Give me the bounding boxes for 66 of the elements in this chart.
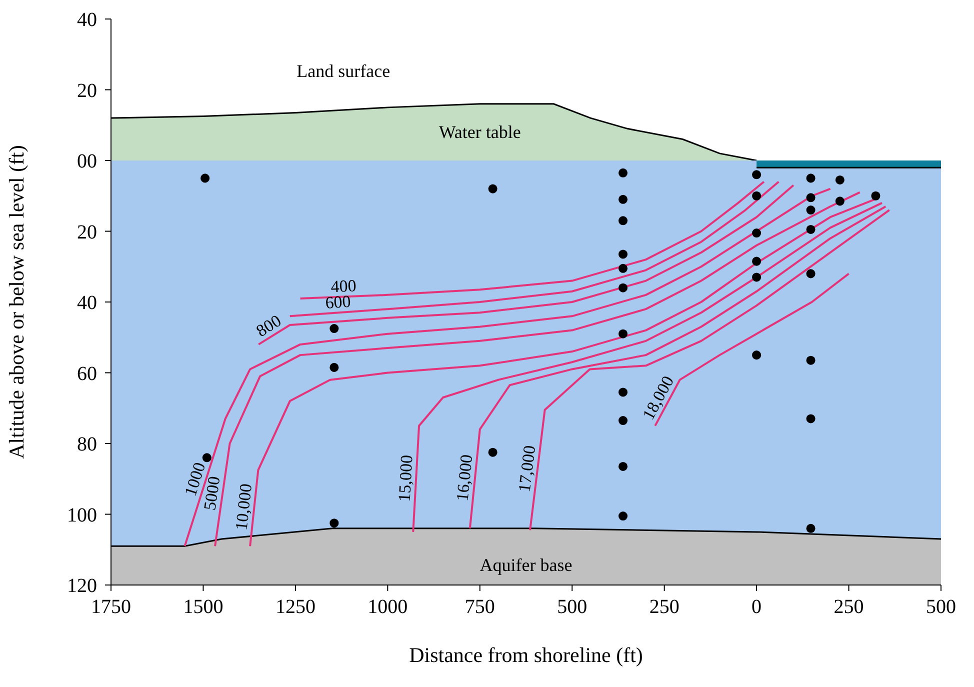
- point: [835, 196, 844, 206]
- point: [330, 362, 339, 372]
- text: 800: [252, 311, 285, 341]
- series-label: Water table: [438, 122, 521, 142]
- point: [618, 329, 628, 338]
- point: [806, 193, 816, 202]
- point: [618, 388, 628, 397]
- text: 17,000: [514, 444, 540, 494]
- y-tick-label: 00: [77, 150, 97, 173]
- x-tick-label: 250: [649, 596, 680, 618]
- band-label: Aquifer base: [480, 555, 572, 575]
- point: [618, 250, 628, 259]
- y-tick-label: 40: [77, 9, 97, 32]
- point: [618, 194, 628, 204]
- text: 10,000: [232, 482, 256, 532]
- point: [618, 216, 628, 226]
- point: [806, 174, 816, 183]
- x-tick-label: 500: [557, 596, 588, 618]
- x-tick-label: 1000: [368, 596, 408, 618]
- x-tick-label: 1750: [91, 596, 131, 618]
- x-tick-label: 750: [464, 596, 495, 618]
- point: [202, 453, 212, 462]
- point: [752, 191, 762, 200]
- point: [618, 512, 628, 521]
- y-tick-label: 20: [77, 80, 97, 102]
- point: [752, 228, 762, 238]
- point: [752, 350, 762, 360]
- y-axis-title: Altitude above or below sea level (ft): [4, 145, 28, 459]
- point: [806, 524, 816, 533]
- point: [618, 168, 628, 178]
- point: [488, 448, 498, 457]
- point: [806, 206, 816, 215]
- x-tick-label: 1500: [183, 596, 224, 618]
- x-tick-label: 0: [752, 596, 762, 618]
- y-tick-label: 100: [67, 504, 97, 526]
- point: [330, 518, 339, 528]
- point: [752, 272, 762, 282]
- point: [871, 191, 880, 200]
- point: [752, 256, 762, 266]
- point: [200, 174, 210, 183]
- point: [618, 416, 628, 426]
- point: [752, 170, 762, 180]
- x-tick-label: 250: [834, 596, 864, 618]
- point: [488, 184, 498, 194]
- text: 15,000: [394, 454, 416, 502]
- y-tick-label: 120: [67, 575, 97, 598]
- point: [806, 224, 816, 234]
- point: [806, 269, 816, 278]
- point: [330, 324, 339, 334]
- y-tick-label: 20: [77, 221, 97, 244]
- point: [618, 462, 628, 471]
- annotation: Land surface: [296, 61, 390, 82]
- y-tick-label: 40: [77, 292, 97, 314]
- line-series: [288, 180, 780, 318]
- point: [618, 283, 628, 292]
- x-axis-title: Distance from shoreline (ft): [409, 643, 643, 667]
- y-tick-label: 80: [77, 434, 97, 456]
- text: 16,000: [452, 454, 476, 502]
- point: [806, 356, 816, 365]
- point: [806, 414, 816, 424]
- x-tick-label: 1250: [275, 596, 316, 618]
- y-tick-label: 60: [77, 362, 97, 385]
- line-series: [258, 184, 794, 346]
- x-tick-label: 500: [926, 596, 956, 618]
- point: [618, 264, 628, 273]
- point: [835, 175, 844, 184]
